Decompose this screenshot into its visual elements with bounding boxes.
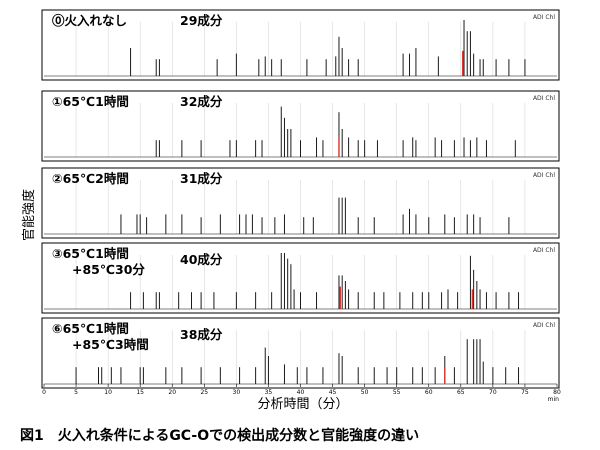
component-count: 32成分 — [180, 94, 223, 109]
x-tick-label: 0 — [42, 389, 46, 396]
x-tick-label: 10 — [104, 389, 112, 396]
x-tick-label: 65 — [457, 389, 465, 396]
x-tick-label: 60 — [425, 389, 433, 396]
x-tick-label: 35 — [265, 389, 273, 396]
channel-tag: ADI Chl — [533, 172, 555, 179]
x-tick-label: 30 — [233, 389, 241, 396]
x-tick-label: 55 — [393, 389, 401, 396]
x-tick-label: 50 — [361, 389, 369, 396]
panel-4: ADI Chl ③65℃1時間+85℃30分 40成分 — [41, 242, 560, 314]
panel-frame — [41, 90, 560, 162]
x-tick-label: 80 — [553, 389, 561, 396]
x-axis-title: 分析時間（分） — [257, 397, 348, 412]
panel-1: ADI Chl ⓪火入れなし 29成分 — [41, 9, 560, 81]
condition-label: ⑥65℃1時間 — [52, 321, 129, 336]
channel-tag: ADI Chl — [533, 14, 555, 21]
panel-frame — [41, 167, 560, 239]
panel-3: ADI Chl ②65℃2時間 31成分 — [41, 167, 560, 239]
x-tick-label: 20 — [168, 389, 176, 396]
y-axis-title: 官能強度 — [21, 189, 37, 241]
panel-5: ADI Chl ⑥65℃1時間+85℃3時間 38成分 — [41, 317, 560, 389]
x-tick-label: 75 — [521, 389, 529, 396]
x-tick-label: 25 — [200, 389, 208, 396]
panel-frame — [41, 242, 560, 314]
x-tick-label: 45 — [329, 389, 337, 396]
panel-frame — [41, 317, 560, 389]
channel-tag: ADI Chl — [533, 95, 555, 102]
condition-label: +85℃30分 — [72, 262, 145, 277]
x-tick-label: 40 — [297, 389, 305, 396]
x-tick-label: 70 — [489, 389, 497, 396]
condition-label: ⓪火入れなし — [52, 13, 127, 28]
component-count: 40成分 — [180, 252, 223, 267]
x-tick-label: 15 — [136, 389, 144, 396]
x-tick-label: 5 — [74, 389, 78, 396]
component-count: 38成分 — [180, 327, 223, 342]
condition-label: ③65℃1時間 — [52, 246, 129, 261]
x-unit-label: min — [548, 396, 560, 403]
condition-label: ②65℃2時間 — [52, 171, 129, 186]
condition-label: +85℃3時間 — [72, 337, 149, 352]
condition-label: ①65℃1時間 — [52, 94, 129, 109]
component-count: 29成分 — [180, 13, 223, 28]
figure-caption: 図1 火入れ条件によるGC-Oでの検出成分数と官能強度の違い — [20, 427, 419, 444]
panel-frame — [41, 9, 560, 81]
channel-tag: ADI Chl — [533, 322, 555, 329]
channel-tag: ADI Chl — [533, 247, 555, 254]
component-count: 31成分 — [180, 171, 223, 186]
panel-2: ADI Chl ①65℃1時間 32成分 — [41, 90, 560, 162]
